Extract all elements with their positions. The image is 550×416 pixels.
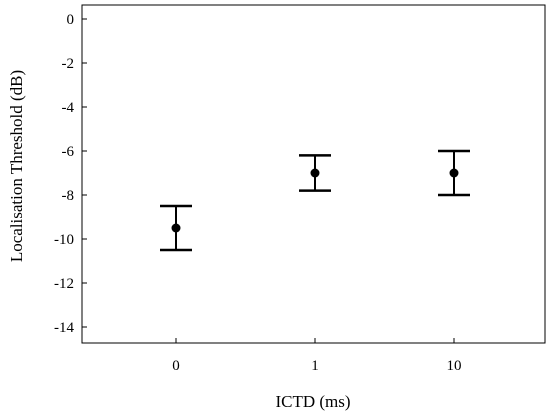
data-point-0 [171,223,181,233]
x-tick-label-0: 0 [172,358,180,374]
x-axis: 0 1 10 [172,338,462,374]
x-tick-label-1: 1 [311,358,319,374]
plot-frame [81,4,546,344]
y-tick-label-2: -4 [62,100,75,116]
y-tick-label-4: -8 [62,188,75,204]
y-axis-title: Localisation Threshold (dB) [7,70,26,262]
y-axis: 0 -2 -4 -6 -8 -10 -12 -14 [54,12,87,336]
y-tick-label-6: -12 [54,276,74,292]
data-point-2 [449,168,459,178]
data-marks [160,149,470,252]
y-tick-label-7: -14 [54,320,74,336]
y-tick-label-0: 0 [67,12,75,28]
y-tick-label-3: -6 [62,144,75,160]
x-axis-title: ICTD (ms) [275,392,350,411]
x-tick-label-2: 10 [447,358,462,374]
data-point-1 [310,168,320,178]
y-tick-label-1: -2 [62,56,75,72]
y-tick-label-5: -10 [54,232,74,248]
